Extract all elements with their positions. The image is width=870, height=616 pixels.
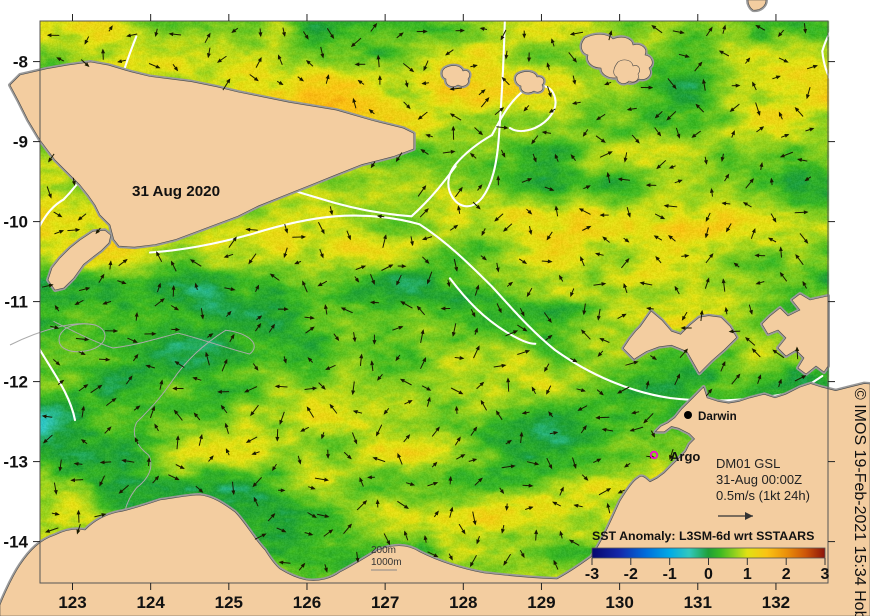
svg-text:-2: -2 <box>624 566 638 583</box>
svg-text:2: 2 <box>782 566 791 583</box>
svg-text:-3: -3 <box>585 566 599 583</box>
svg-text:131: 131 <box>684 593 712 612</box>
svg-text:129: 129 <box>527 593 555 612</box>
svg-text:-8: -8 <box>13 53 28 72</box>
svg-text:-9: -9 <box>13 133 28 152</box>
svg-text:1000m: 1000m <box>371 557 402 568</box>
svg-text:Darwin: Darwin <box>698 410 737 423</box>
svg-text:124: 124 <box>136 593 165 612</box>
svg-text:Argo: Argo <box>670 449 700 464</box>
svg-text:-12: -12 <box>3 373 28 392</box>
svg-text:127: 127 <box>371 593 399 612</box>
svg-text:200m: 200m <box>371 545 396 556</box>
svg-text:-1: -1 <box>663 566 677 583</box>
svg-text:-14: -14 <box>3 533 28 552</box>
svg-text:-13: -13 <box>3 453 28 472</box>
svg-text:0: 0 <box>704 566 713 583</box>
svg-text:0.5m/s (1kt 24h): 0.5m/s (1kt 24h) <box>716 488 810 503</box>
svg-text:-10: -10 <box>3 213 28 232</box>
svg-text:125: 125 <box>215 593 243 612</box>
svg-text:-11: -11 <box>4 293 28 312</box>
svg-text:1: 1 <box>743 566 752 583</box>
svg-text:31 Aug 2020: 31 Aug 2020 <box>132 183 220 200</box>
svg-text:123: 123 <box>58 593 86 612</box>
svg-text:© IMOS 19-Feb-2021 15:34 Hobar: © IMOS 19-Feb-2021 15:34 Hobart <box>851 388 868 616</box>
svg-text:132: 132 <box>762 593 790 612</box>
svg-text:31-Aug 00:00Z: 31-Aug 00:00Z <box>716 472 802 487</box>
svg-text:130: 130 <box>605 593 633 612</box>
svg-text:SST Anomaly: L3SM-6d wrt SSTAA: SST Anomaly: L3SM-6d wrt SSTAARS <box>592 529 814 543</box>
svg-text:126: 126 <box>293 593 321 612</box>
svg-text:DM01 GSL: DM01 GSL <box>716 456 780 471</box>
svg-text:3: 3 <box>821 566 830 583</box>
svg-text:128: 128 <box>449 593 477 612</box>
